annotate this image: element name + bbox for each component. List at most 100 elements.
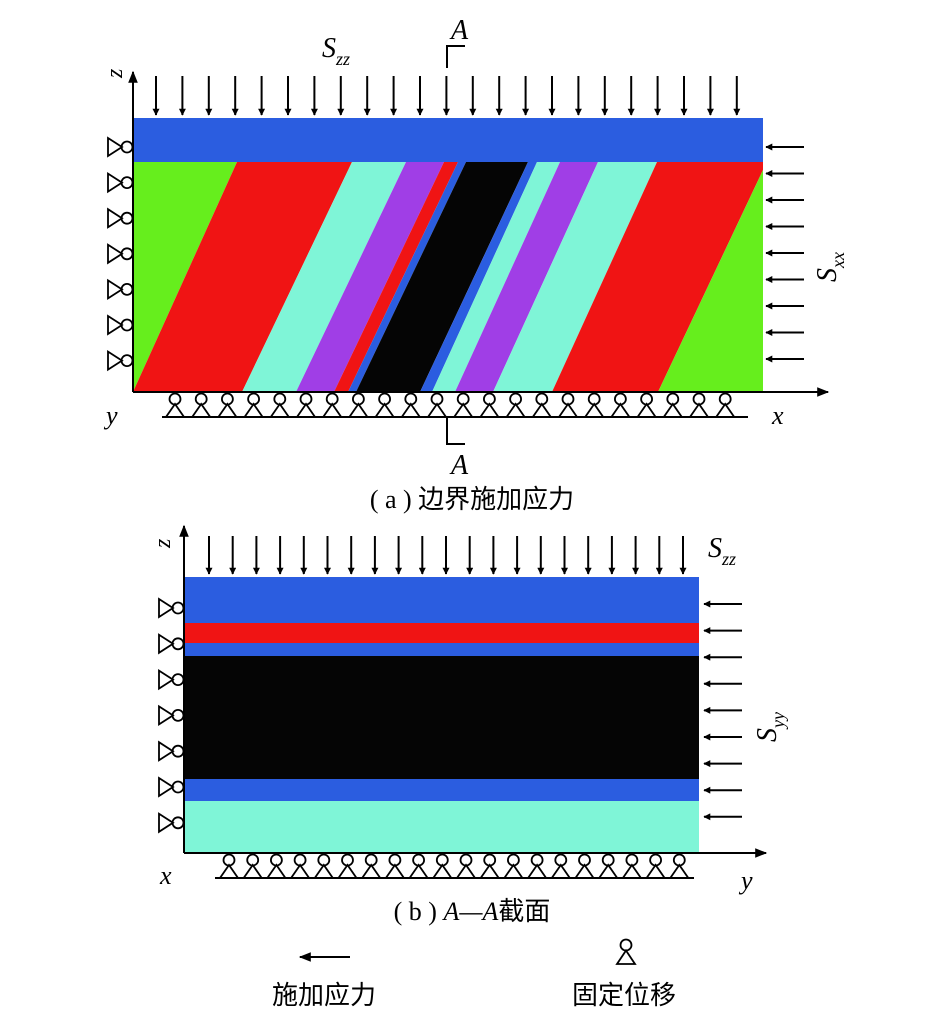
layer-red-right xyxy=(552,162,763,392)
roller-support-icon xyxy=(313,853,335,879)
b-layer-red xyxy=(184,623,699,643)
roller-support-icon xyxy=(455,853,477,879)
roller-support-icon xyxy=(107,207,134,229)
roller-support-icon xyxy=(289,853,311,879)
roller-support-icon xyxy=(158,597,185,619)
roller-support-icon xyxy=(621,853,643,879)
layer-purple-right xyxy=(455,162,598,392)
layer-red-left xyxy=(133,162,352,392)
roller-support-icon xyxy=(550,853,572,879)
roller-support-icon xyxy=(644,853,667,879)
roller-support-icon xyxy=(526,853,548,879)
panel-a-side-stress-arrows xyxy=(765,143,804,363)
roller-support-icon xyxy=(426,392,448,418)
roller-support-icon xyxy=(615,938,637,965)
layer-cyan-right xyxy=(493,162,657,392)
roller-support-icon xyxy=(216,392,239,418)
roller-support-icon xyxy=(158,633,185,655)
roller-support-icon xyxy=(107,136,134,158)
roller-support-icon xyxy=(360,853,382,879)
section-mark-bottom: A xyxy=(449,450,469,481)
panel-a-top-stress-arrows xyxy=(152,76,741,116)
roller-support-icon xyxy=(107,278,134,301)
roller-support-icon xyxy=(504,392,527,418)
panel-b-y-label: y xyxy=(738,866,753,895)
roller-support-icon xyxy=(107,349,134,372)
roller-support-icon xyxy=(190,392,212,418)
panel-a-z-label: z xyxy=(102,68,128,79)
panel-b: z x y Szz Syy ( b ) A—A截面 xyxy=(150,524,788,926)
layer-cyan-thin xyxy=(432,162,560,392)
b-layer-black xyxy=(184,656,699,779)
b-layer-blue-top xyxy=(184,577,699,623)
b-layer-blue-lower xyxy=(184,779,699,801)
panel-a-szz-label: Szz xyxy=(322,33,350,69)
roller-support-icon xyxy=(158,776,185,798)
panel-b-top-stress-arrows xyxy=(205,536,687,575)
roller-support-icon xyxy=(714,392,736,418)
roller-support-icon xyxy=(158,740,185,762)
roller-support-icon xyxy=(662,392,684,418)
panel-b-bottom-supports xyxy=(215,853,694,879)
roller-support-icon xyxy=(573,853,596,879)
svg-text:Syy: Syy xyxy=(752,712,788,742)
panel-a-bottom-supports xyxy=(162,392,748,418)
roller-support-icon xyxy=(321,392,343,418)
layer-purple-left xyxy=(296,162,444,392)
roller-support-icon xyxy=(158,668,185,691)
panel-b-z-label: z xyxy=(150,538,176,549)
svg-text:Sxx: Sxx xyxy=(812,252,848,282)
roller-support-icon xyxy=(384,853,406,879)
roller-support-icon xyxy=(107,171,134,194)
roller-support-icon xyxy=(107,314,134,336)
panel-a-y-label: y xyxy=(103,401,118,430)
section-mark-top-line xyxy=(446,45,465,68)
roller-support-icon xyxy=(407,853,430,879)
layer-blue-thin-right xyxy=(420,162,537,392)
roller-support-icon xyxy=(635,392,658,418)
roller-support-icon xyxy=(158,704,185,727)
roller-support-icon xyxy=(597,853,619,879)
b-layer-blue-mid xyxy=(184,643,699,656)
roller-support-icon xyxy=(583,392,605,418)
roller-support-icon xyxy=(164,392,186,418)
roller-support-icon xyxy=(242,392,265,418)
panel-b-layers xyxy=(184,577,699,853)
legend-support-label: 固定位移 xyxy=(572,981,676,1010)
panel-a-caption: ( a ) 边界施加应力 xyxy=(370,485,574,514)
roller-support-icon xyxy=(557,392,579,418)
panel-a-x-label: x xyxy=(771,401,784,430)
roller-support-icon xyxy=(107,243,134,265)
roller-support-icon xyxy=(158,812,185,834)
legend: 施加应力 固定位移 xyxy=(272,938,676,1010)
roller-support-icon xyxy=(218,853,240,879)
panel-b-caption: ( b ) A—A截面 xyxy=(394,897,551,926)
layer-blue-thin-left xyxy=(348,162,466,392)
section-mark-top: A xyxy=(449,15,469,46)
roller-support-icon xyxy=(400,392,422,418)
panel-b-side-stress-arrows xyxy=(703,600,742,821)
layer-black-center xyxy=(356,162,528,392)
roller-support-icon xyxy=(336,853,359,879)
roller-support-icon xyxy=(478,853,501,879)
roller-support-icon xyxy=(347,392,370,418)
roller-support-icon xyxy=(668,853,691,879)
panel-a-layers xyxy=(133,118,763,392)
layer-cyan-left xyxy=(242,162,406,392)
roller-support-icon xyxy=(452,392,474,418)
panel-a: z x y Szz Sxx A A ( a ) 边界施加应力 xyxy=(102,15,848,514)
section-mark-bottom-line xyxy=(446,418,465,445)
roller-support-icon xyxy=(373,392,396,418)
roller-support-icon xyxy=(688,392,710,418)
roller-support-icon xyxy=(265,853,288,879)
panel-b-szz-label: Szz xyxy=(708,533,736,569)
top-blue-layer xyxy=(133,118,763,162)
roller-support-icon xyxy=(609,392,632,418)
layer-green-right xyxy=(658,170,763,392)
roller-support-icon xyxy=(269,392,291,418)
roller-support-icon xyxy=(295,392,317,418)
layer-red-thin xyxy=(334,162,458,392)
panel-b-x-label: x xyxy=(159,861,172,890)
legend-arrow-label: 施加应力 xyxy=(272,981,376,1010)
